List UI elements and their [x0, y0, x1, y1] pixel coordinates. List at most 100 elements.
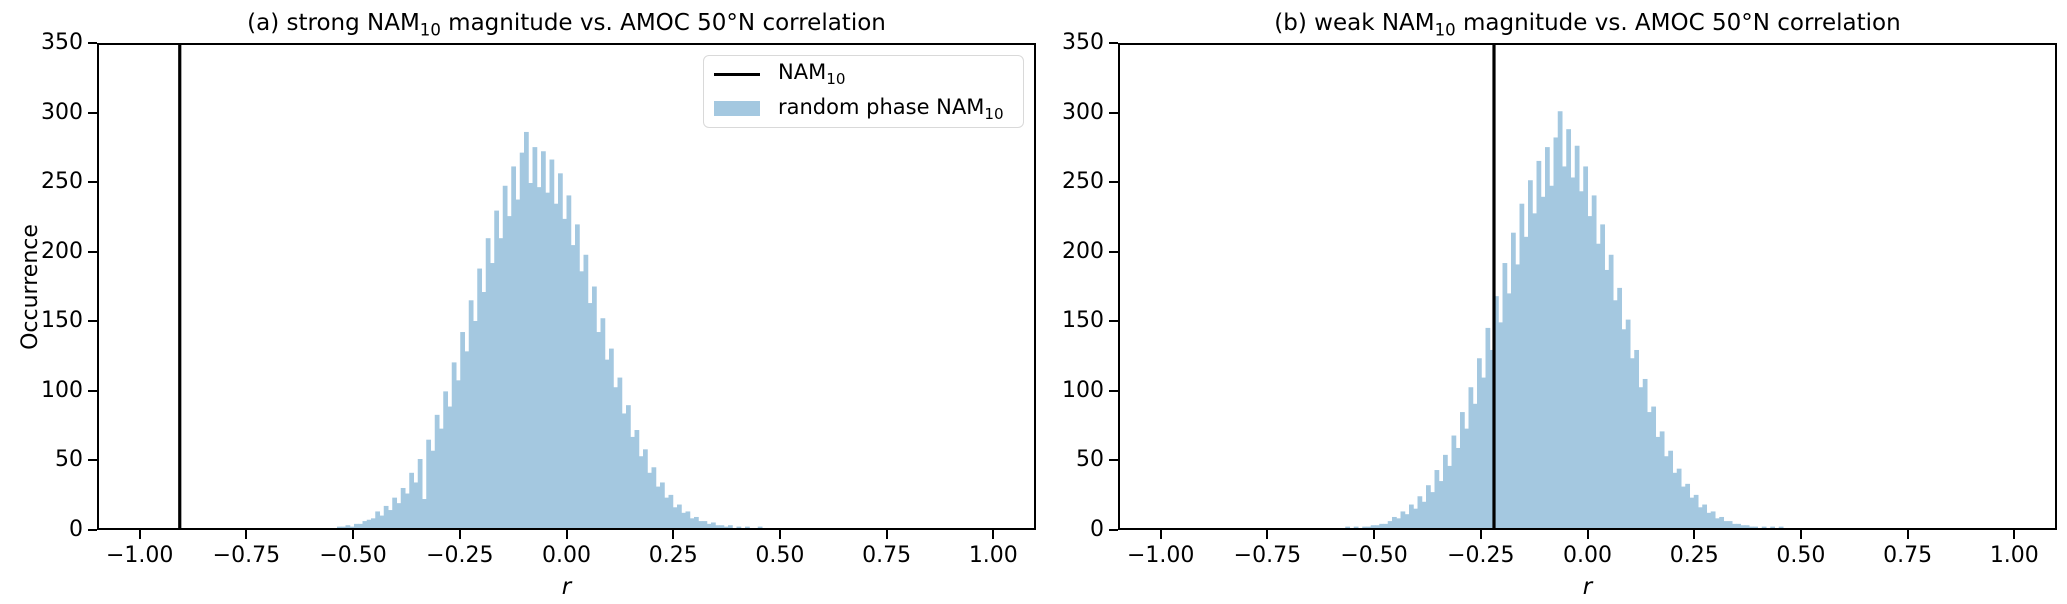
- histogram-bar: [1613, 300, 1618, 528]
- panel-a-title: (a) strong NAM10 magnitude vs. AMOC 50°N…: [97, 7, 1036, 47]
- x-tick-label: 0.50: [1776, 543, 1826, 568]
- histogram-bar: [1638, 387, 1644, 528]
- histogram-bar: [1664, 456, 1669, 528]
- y-tick-label: 0: [1090, 517, 1104, 542]
- y-tick-mark: [88, 111, 97, 114]
- histogram-bar: [494, 210, 500, 528]
- y-tick-label: 200: [41, 238, 83, 264]
- x-tick-mark: [1479, 530, 1482, 539]
- histogram-bar: [1426, 485, 1431, 528]
- histogram-bar: [1506, 293, 1512, 528]
- histogram-bar: [1685, 483, 1691, 528]
- panel-a-title-text: (a) strong NAM: [247, 10, 420, 36]
- histogram-bar: [1727, 521, 1733, 528]
- histogram-bar: [621, 413, 627, 528]
- y-tick-label: 250: [1062, 169, 1104, 195]
- panel-b-title-subscript: 10: [1434, 20, 1456, 40]
- histogram-bar: [536, 187, 542, 528]
- histogram-bar: [1434, 470, 1440, 528]
- histogram-bar: [1693, 494, 1699, 528]
- histogram-bar: [1443, 454, 1448, 528]
- x-tick-mark: [138, 530, 141, 539]
- histogram-bar: [409, 472, 415, 528]
- legend: NAM10 random phase NAM10: [703, 55, 1024, 128]
- histogram-bar: [358, 523, 364, 528]
- x-tick-label: 0.50: [755, 543, 805, 568]
- histogram-bar: [349, 526, 355, 528]
- x-tick-label: 0.25: [1669, 543, 1719, 568]
- histogram-bar: [587, 303, 593, 528]
- y-tick-mark: [88, 42, 97, 44]
- legend-item-random-phase: random phase NAM10: [714, 95, 1013, 123]
- histogram-bar: [1481, 377, 1487, 528]
- histogram-bar: [366, 519, 372, 528]
- histogram-bar: [1732, 523, 1737, 528]
- x-tick-label: −0.50: [319, 543, 387, 568]
- histogram-bar: [1676, 468, 1682, 528]
- histogram-bar: [1647, 412, 1652, 528]
- histogram-bar: [672, 507, 678, 528]
- y-tick-mark: [88, 529, 97, 531]
- y-tick-label: 150: [1062, 308, 1104, 334]
- histogram-bar: [579, 271, 585, 528]
- histogram-bar: [1392, 516, 1397, 528]
- y-tick-mark: [1109, 181, 1118, 184]
- histogram-bar: [388, 510, 393, 528]
- histogram-bar: [1557, 111, 1563, 528]
- histogram-bar: [1477, 358, 1482, 528]
- histogram-bar: [1383, 523, 1389, 528]
- histogram-bar: [439, 428, 444, 528]
- histogram-bar: [511, 166, 517, 528]
- histogram-bar: [1498, 322, 1504, 528]
- x-tick-label: −0.50: [1340, 543, 1408, 568]
- histogram-bar: [1706, 512, 1712, 528]
- histogram-bar: [481, 292, 487, 528]
- histogram-bar: [736, 526, 742, 528]
- histogram-bar: [485, 238, 491, 528]
- histogram-bar: [1761, 526, 1767, 528]
- histogram-bar: [1587, 216, 1593, 528]
- histogram-bar: [1494, 296, 1499, 528]
- histogram-bar: [638, 456, 644, 528]
- y-tick-label: 200: [1062, 238, 1104, 264]
- histogram-bar: [455, 380, 461, 528]
- histogram-bar: [1387, 521, 1393, 528]
- y-tick-label: 150: [41, 308, 83, 334]
- histogram-bar: [698, 521, 704, 528]
- histogram-bar: [549, 159, 555, 528]
- histogram-bar: [477, 268, 483, 528]
- panel-b-title: (b) weak NAM10 magnitude vs. AMOC 50°N c…: [1118, 7, 2057, 47]
- histogram-bar: [660, 482, 665, 528]
- histogram-bar: [1740, 525, 1746, 528]
- x-tick-label: −0.75: [1233, 543, 1302, 568]
- histogram-bar: [558, 173, 563, 528]
- x-tick-mark: [992, 530, 995, 539]
- x-axis-label-b: r: [1582, 574, 1593, 600]
- histogram-bar: [524, 131, 529, 528]
- nam-vertical-line: [1492, 45, 1496, 528]
- y-tick-mark: [1109, 459, 1118, 462]
- histogram-bar: [1549, 185, 1555, 528]
- histogram-bar: [1545, 147, 1550, 528]
- histogram-bar: [689, 518, 695, 528]
- histogram-bar: [519, 152, 525, 528]
- histogram-bar: [337, 526, 342, 528]
- histogram-bar: [651, 467, 657, 528]
- histogram-bar: [630, 436, 636, 528]
- histogram-bar: [1455, 447, 1461, 528]
- histogram-bar: [1519, 203, 1525, 528]
- histogram-bar: [634, 430, 640, 528]
- histogram-bar: [1362, 526, 1368, 528]
- histogram-bar: [515, 199, 521, 528]
- histogram-bar: [1583, 166, 1589, 528]
- histogram-bar: [1464, 428, 1470, 528]
- x-tick-label: 0.75: [1883, 543, 1933, 568]
- histogram-bar: [681, 512, 687, 528]
- histogram-bar: [405, 493, 410, 528]
- histogram-bar: [1778, 526, 1784, 528]
- histogram-bar: [685, 511, 691, 528]
- histogram-bar: [643, 449, 648, 528]
- x-tick-mark: [352, 530, 355, 539]
- x-tick-mark: [1906, 530, 1909, 539]
